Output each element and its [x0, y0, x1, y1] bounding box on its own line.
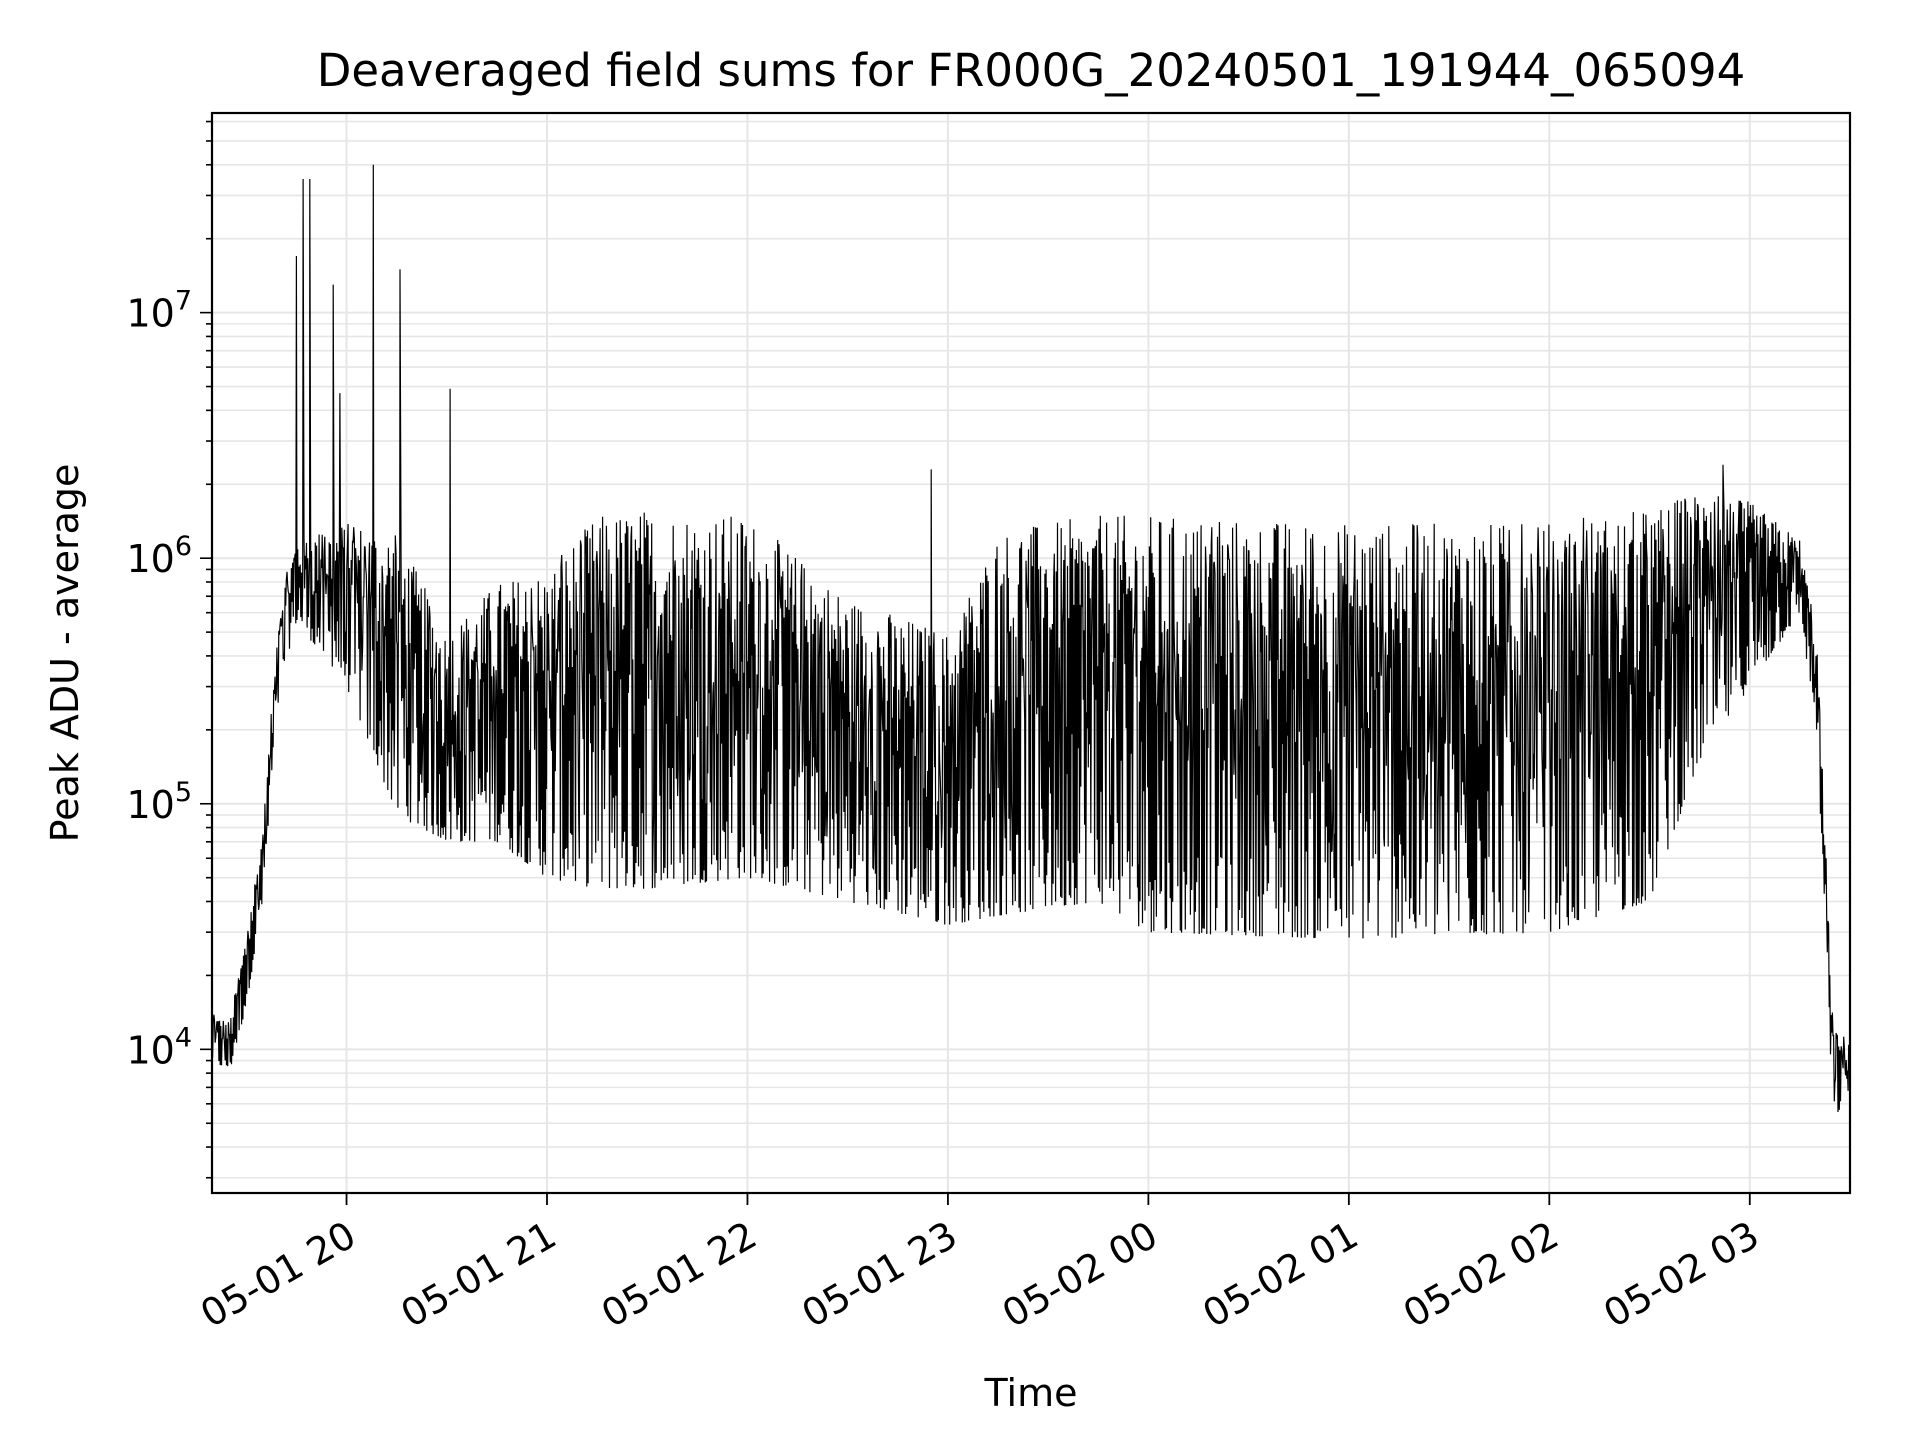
x-tick-label: 05-01 20	[193, 1213, 363, 1337]
x-tick-label: 05-02 02	[1396, 1213, 1566, 1337]
x-tick-label: 05-01 21	[394, 1213, 564, 1337]
series-line	[211, 164, 1851, 1113]
x-tick-label: 05-01 22	[594, 1213, 764, 1337]
y-tick-label: 105	[126, 777, 192, 827]
y-tick-label: 104	[126, 1022, 192, 1072]
chart-title: Deaveraged field sums for FR000G_2024050…	[317, 44, 1746, 97]
plot-frame	[210, 111, 1852, 1195]
y-tick-label: 106	[126, 531, 192, 581]
y-axis-label: Peak ADU - average	[43, 464, 87, 843]
x-axis-label: Time	[984, 1371, 1078, 1415]
x-tick-label: 05-02 01	[1195, 1213, 1365, 1337]
x-tick-label: 05-01 23	[794, 1213, 964, 1337]
y-tick-label: 107	[126, 286, 192, 336]
x-tick-label: 05-02 03	[1596, 1213, 1766, 1337]
x-tick-label: 05-02 00	[995, 1213, 1165, 1337]
